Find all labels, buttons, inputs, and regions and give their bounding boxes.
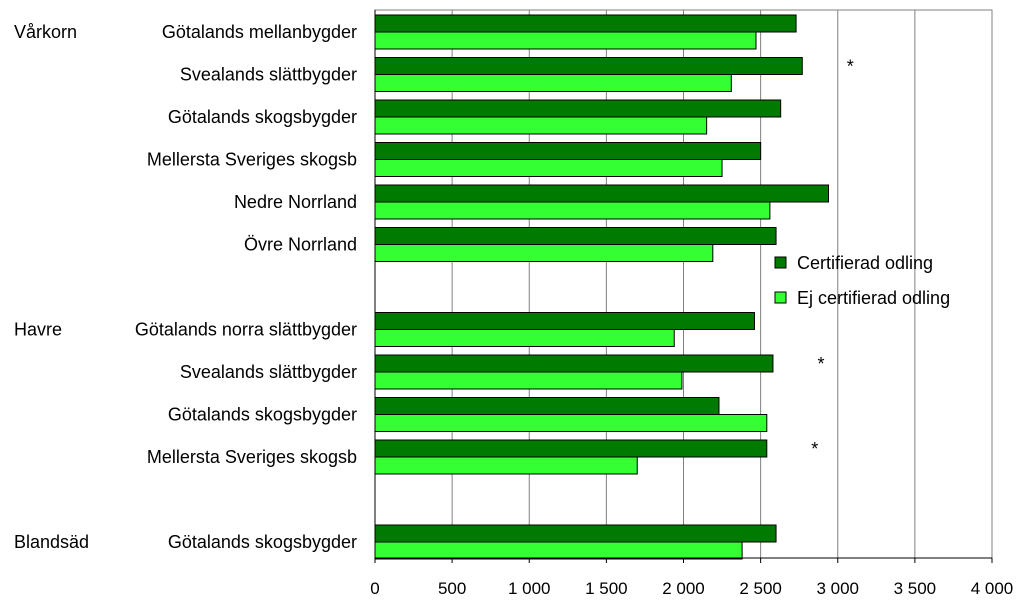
group-label: Blandsäd bbox=[14, 532, 89, 552]
significance-marker: * bbox=[847, 57, 854, 77]
x-tick-label: 2 000 bbox=[662, 579, 705, 598]
legend-swatch bbox=[774, 256, 787, 269]
bar-ej-certifierad bbox=[374, 244, 714, 262]
x-tick-label: 3 000 bbox=[816, 579, 859, 598]
bar-ej-certifierad bbox=[374, 201, 771, 220]
category-label: Svealands slättbygder bbox=[180, 65, 357, 85]
x-tick-label: 1 500 bbox=[585, 579, 628, 598]
category-label: Svealands slättbygder bbox=[180, 362, 357, 382]
bar-ej-certifierad bbox=[374, 371, 683, 390]
bar-certifierad bbox=[374, 14, 797, 33]
x-tick-label: 500 bbox=[438, 579, 466, 598]
group-label: Havre bbox=[14, 320, 62, 340]
category-label: Götalands skogsbygder bbox=[168, 107, 357, 127]
x-tick-label: 0 bbox=[370, 579, 379, 598]
bar-ej-certifierad bbox=[374, 31, 757, 50]
bar-certifierad bbox=[374, 354, 774, 373]
bar-certifierad bbox=[374, 397, 720, 415]
x-tick-label: 3 500 bbox=[894, 579, 937, 598]
group-label: Vårkorn bbox=[14, 22, 77, 42]
bar-certifierad bbox=[374, 184, 829, 203]
x-tick-label: 4 000 bbox=[971, 579, 1014, 598]
legend-label: Certifierad odling bbox=[797, 253, 933, 273]
bar-ej-certifierad bbox=[374, 541, 743, 560]
bar-ej-certifierad bbox=[374, 414, 768, 432]
x-tick-label: 1 000 bbox=[508, 579, 551, 598]
significance-marker: * bbox=[817, 354, 824, 374]
bar-ej-certifierad bbox=[374, 456, 638, 475]
bar-certifierad bbox=[374, 99, 782, 118]
bar-certifierad bbox=[374, 57, 803, 75]
bar-ej-certifierad bbox=[374, 74, 732, 92]
bar-certifierad bbox=[374, 227, 777, 245]
bar-certifierad bbox=[374, 439, 768, 458]
bar-certifierad bbox=[374, 524, 777, 543]
category-label: Götalands mellanbygder bbox=[162, 22, 357, 42]
category-label: Nedre Norrland bbox=[234, 192, 357, 212]
x-tick-label: 2 500 bbox=[739, 579, 782, 598]
category-label: Götalands norra slättbygder bbox=[135, 320, 357, 340]
legend-label: Ej certifierad odling bbox=[797, 288, 950, 308]
category-label: Mellersta Sveriges skogsb bbox=[147, 150, 357, 170]
bar-ej-certifierad bbox=[374, 159, 723, 177]
category-label: Övre Norrland bbox=[244, 235, 357, 255]
category-label: Götalands skogsbygder bbox=[168, 532, 357, 552]
bar-certifierad bbox=[374, 142, 762, 160]
bar-certifierad bbox=[374, 312, 755, 330]
significance-marker: * bbox=[811, 439, 818, 459]
category-label: Mellersta Sveriges skogsb bbox=[147, 447, 357, 467]
bar-ej-certifierad bbox=[374, 329, 675, 347]
bar-ej-certifierad bbox=[374, 116, 708, 135]
legend-swatch bbox=[774, 291, 787, 304]
category-label: Götalands skogsbygder bbox=[168, 405, 357, 425]
